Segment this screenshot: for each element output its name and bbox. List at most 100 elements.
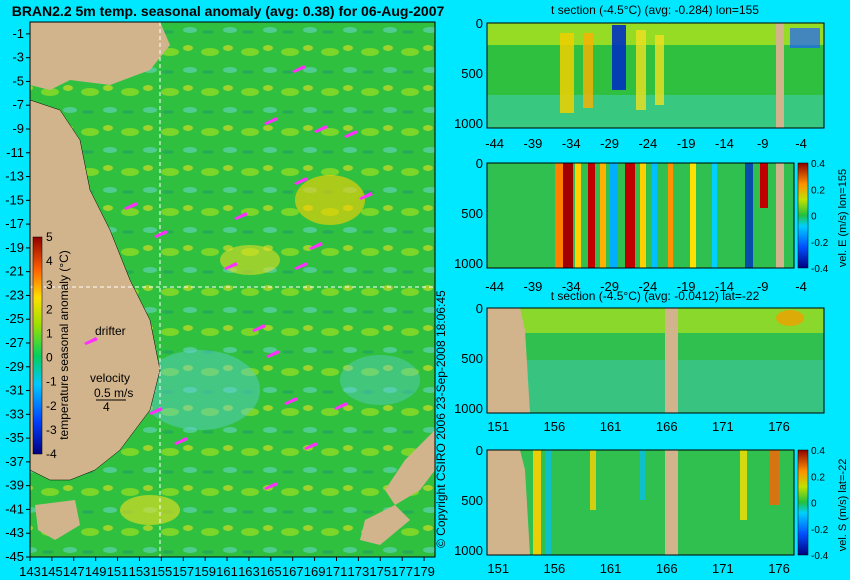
- section-y-tick-label: 0: [476, 156, 483, 171]
- section-y-tick-label: 1000: [454, 256, 483, 271]
- vel-lon-band: [563, 163, 573, 268]
- section-x-tick-label: 171: [712, 419, 734, 434]
- section-x-tick-label: 161: [600, 561, 622, 576]
- section-x-tick-label: -9: [757, 279, 769, 294]
- vel-lat-colorbar-label: vel. S (m/s) lat=-22: [837, 459, 849, 552]
- colorbar-tick-label: 1: [46, 326, 53, 340]
- tsec-lon-cool-column: [612, 25, 626, 90]
- map-x-tick-label: 169: [304, 564, 326, 579]
- drifter-mark: [304, 442, 318, 450]
- map-x-tick-label: 173: [348, 564, 370, 579]
- drifter-mark: [264, 117, 278, 125]
- section-x-tick-label: 151: [487, 419, 509, 434]
- drifter-label: drifter: [95, 324, 126, 338]
- section-y-tick-label: 500: [461, 351, 483, 366]
- vel-colorbar-tick-label: -0.2: [811, 238, 829, 249]
- drifter-markers: [84, 65, 373, 490]
- panel-tsec-lat: t section (-4.5°C) (avg: -0.0412) lat=-2…: [454, 289, 825, 434]
- map-y-tick-label: -45: [5, 549, 24, 564]
- map-y-tick-label: -7: [12, 97, 24, 112]
- tsec-lon-cool-patch: [790, 28, 820, 48]
- vel-lat-colorbar: [797, 449, 809, 556]
- tsec-lon-warm-column: [583, 33, 593, 108]
- land-tasmania: [35, 500, 80, 540]
- land-australia: [29, 99, 161, 481]
- vel-lat-land: [487, 450, 530, 555]
- drifter-mark: [154, 230, 168, 238]
- vel-colorbar-tick-label: 0.4: [811, 159, 825, 170]
- map-x-tick-label: 167: [282, 564, 304, 579]
- land-new-zealand: [360, 505, 410, 545]
- section-y-tick-label: 500: [461, 493, 483, 508]
- vel-colorbar-tick-label: 0: [811, 212, 817, 223]
- map-colorbar: 5 4 3 2 1 0 -1 -2 -3 -4 temperature seasonal anom…: [32, 230, 71, 461]
- section-x-tick-label: -39: [524, 279, 543, 294]
- map-y-tick-label: -25: [5, 311, 24, 326]
- drifter-mark: [84, 337, 98, 345]
- colorbar-tick-label: 3: [46, 278, 53, 292]
- map-y-tick-label: -17: [5, 216, 24, 231]
- map-x-tick-label: 147: [63, 564, 85, 579]
- section-x-tick-label: -29: [600, 279, 619, 294]
- section-y-tick-label: 1000: [454, 401, 483, 416]
- colorbar-tick-label: 5: [46, 230, 53, 244]
- warm-anomaly-patch: [120, 495, 180, 525]
- map-x-tick-label: 175: [369, 564, 391, 579]
- map-y-tick-label: -27: [5, 335, 24, 350]
- section-x-tick-label: 176: [768, 561, 790, 576]
- colorbar-tick-label: -2: [46, 399, 57, 413]
- vel-colorbar-tick-label: -0.2: [811, 525, 829, 536]
- section-y-tick-label: 0: [476, 443, 483, 458]
- section-x-tick-label: 161: [600, 419, 622, 434]
- map-y-tick-label: -23: [5, 287, 24, 302]
- drifter-mark: [294, 177, 308, 185]
- vel-lon-band: [625, 163, 635, 268]
- vel-lon-band: [652, 163, 657, 268]
- tsec-lat-frame: [486, 307, 825, 414]
- map-y-tick-label: -39: [5, 478, 24, 493]
- map-x-tick-label: 161: [216, 564, 238, 579]
- map-x-tick-label: 149: [85, 564, 107, 579]
- section-x-tick-label: -44: [485, 279, 504, 294]
- tsec-lon-warm-column: [636, 30, 646, 110]
- colorbar-tick-label: 0: [46, 351, 53, 365]
- section-x-tick-label: -44: [485, 136, 504, 151]
- section-x-tick-label: -9: [757, 136, 769, 151]
- section-x-tick-label: 156: [544, 419, 566, 434]
- drifter-mark: [149, 407, 163, 415]
- tsec-lat-land: [487, 308, 530, 413]
- map-x-tick-label: 157: [172, 564, 194, 579]
- map-y-tick-label: -15: [5, 192, 24, 207]
- map-x-tick-label: 143: [19, 564, 41, 579]
- land-new-zealand: [385, 430, 435, 505]
- section-x-tick-label: -24: [638, 279, 657, 294]
- section-x-tick-label: 156: [544, 561, 566, 576]
- section-x-tick-label: -19: [677, 279, 696, 294]
- vel-lon-band: [712, 163, 717, 268]
- drifter-mark: [266, 350, 280, 358]
- colorbar-gradient: [32, 236, 43, 455]
- tsec-lon-warm-column: [655, 35, 664, 105]
- section-x-tick-label: 166: [656, 419, 678, 434]
- cool-anomaly-patch: [340, 355, 420, 405]
- vel-lon-band: [575, 163, 581, 268]
- section-y-tick-label: 0: [476, 16, 483, 31]
- map-y-tick-label: -29: [5, 359, 24, 374]
- copyright-credit: © Copyright CSIRO 2006 23-Sep-2008 18:06…: [434, 290, 448, 548]
- vel-colorbar-tick-label: 0.2: [811, 472, 825, 483]
- map-y-tick-label: -9: [12, 121, 24, 136]
- map-y-tick-label: -43: [5, 525, 24, 540]
- tsec-lat-land-ridge: [665, 308, 678, 413]
- map-x-tick-label: 163: [238, 564, 260, 579]
- panel-vel-lon: -44 -39 -34 -29 -24 -19 -14 -9 -4 0 500 1000 0.4 0.…: [454, 156, 849, 294]
- map-title: BRAN2.2 5m temp. seasonal anomaly (avg: …: [12, 3, 445, 19]
- panel-vel-lat: 151 156 161 166 171 176 0 500 1000 0.4 0.2 0 -0.2 -…: [454, 443, 849, 576]
- vel-lon-frame: [486, 162, 795, 269]
- vel-lat-band: [640, 450, 645, 500]
- section-x-tick-label: 166: [656, 561, 678, 576]
- vel-lon-band: [600, 163, 606, 268]
- section-x-tick-label: -29: [600, 136, 619, 151]
- section-y-tick-label: 1000: [454, 543, 483, 558]
- tsec-lon-title: t section (-4.5°C) (avg: -0.284) lon=155: [551, 3, 759, 17]
- map-y-tick-label: -41: [5, 501, 24, 516]
